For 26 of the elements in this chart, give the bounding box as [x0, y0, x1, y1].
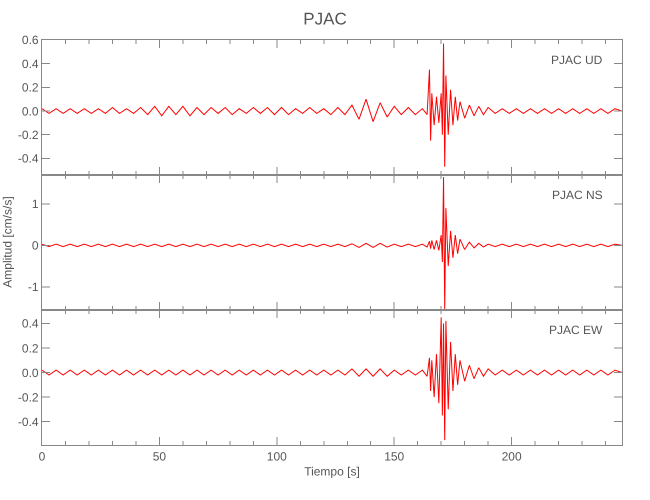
- annotation: PJAC UD: [551, 53, 603, 67]
- y-tick-label: 0.0: [22, 104, 39, 118]
- y-tick-label: 0.6: [22, 33, 39, 48]
- annotation: PJAC NS: [552, 188, 603, 202]
- y-tick-label: -0.2: [18, 390, 39, 404]
- y-tick-label: 0.2: [22, 341, 39, 356]
- y-tick-label: 1: [32, 197, 39, 212]
- x-tick-label: 150: [384, 449, 405, 464]
- y-axis-title: Amplitud [cm/s/s]: [0, 196, 15, 288]
- x-tick-label: 50: [152, 449, 166, 464]
- line-series: [42, 316, 622, 441]
- chart-title: PJAC: [303, 9, 347, 28]
- y-tick-label: 0.0: [22, 366, 39, 380]
- y-tick-label: -0.4: [18, 414, 39, 429]
- x-tick-label: 100: [266, 449, 288, 464]
- y-tick-label: 0.2: [22, 80, 39, 95]
- line-series: [42, 43, 622, 168]
- x-axis-title: Tiempo [s]: [304, 464, 360, 478]
- y-tick-label: -0.4: [18, 152, 39, 166]
- y-tick-label: -1: [28, 280, 39, 294]
- y-tick-label: 0: [32, 238, 39, 253]
- y-tick-label: 0.4: [22, 56, 39, 71]
- y-tick-label: -0.2: [18, 128, 39, 142]
- y-tick-label: 0.4: [22, 316, 39, 331]
- x-tick-label: 200: [502, 449, 522, 464]
- annotation: PJAC EW: [549, 323, 604, 337]
